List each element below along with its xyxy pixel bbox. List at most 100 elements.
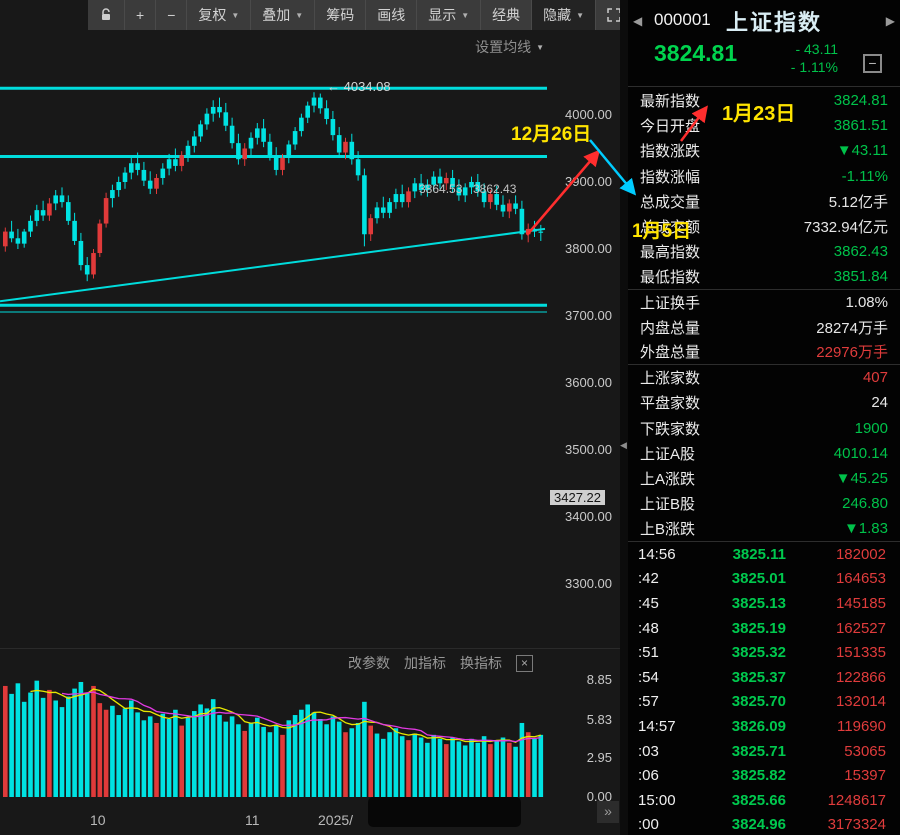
price-axis-label: 3500.00 [565,442,612,457]
lock-button[interactable] [88,0,125,30]
tick-volume: 164653 [835,570,886,588]
stock-code: 000001 [654,10,711,29]
quote-row-label: 上证A股 [640,445,696,463]
quote-row-label: 最高指数 [640,244,701,262]
price-axis-label: 3700.00 [565,308,612,323]
quote-row: 最低指数 3851.84 [628,264,900,290]
tick-price: 3825.71 [731,742,786,760]
candle-price-label: 3862.43 [473,182,517,196]
tick-price: 3825.19 [731,619,786,637]
panel-divider [0,648,620,649]
quote-row-label: 上涨家数 [640,370,701,388]
quote-row-value: ▼45.25 [835,469,888,487]
tick-row: :42 3825.01 164653 [628,567,900,592]
tick-time: :54 [638,668,659,686]
tick-row: :48 3825.19 162527 [628,616,900,641]
switch-indicator-button[interactable]: 换指标 [460,655,502,671]
quote-row-label: 上B涨跌 [640,521,696,539]
tick-volume: 15397 [844,767,886,785]
quote-row-label: 指数涨幅 [640,168,701,186]
tick-price: 3825.13 [731,594,786,612]
hide-button[interactable]: 隐藏 ▼ [532,0,597,30]
chip-distribution-button[interactable]: 筹码 [315,0,367,30]
volume-axis-label: 5.83 [586,711,612,727]
quote-row-value: -1.11% [841,167,888,185]
quote-row-label: 今日开盘 [640,118,701,136]
quote-row-value: 5.12亿手 [828,193,888,211]
price-volume-chart[interactable] [0,30,547,810]
tick-row: :03 3825.71 53065 [628,739,900,764]
zoom-in-button[interactable]: + [125,0,157,30]
price-axis-label: 4000.00 [565,107,612,122]
minimize-button[interactable]: − [863,54,882,73]
price-marker-label: 3427.22 [550,489,605,505]
quote-row-value: 3861.51 [833,117,888,135]
quote-row: 平盘家数 24 [628,390,900,415]
tick-volume: 3173324 [827,816,886,834]
ma-settings-button[interactable]: 设置均线 ▼ [475,39,544,55]
tick-price: 3825.70 [731,693,786,711]
display-button[interactable]: 显示 ▼ [417,0,482,30]
quote-row-value: 4010.14 [833,444,888,462]
tick-time: 14:57 [638,717,676,735]
collapse-panel-button[interactable]: ◀ [620,440,627,450]
quote-row: 最新指数 3824.81 [628,88,900,113]
zoom-out-button[interactable]: − [156,0,188,30]
draw-line-button[interactable]: 画线 [366,0,418,30]
edit-params-button[interactable]: 改参数 [348,655,390,671]
tick-price: 3825.11 [732,545,786,563]
prev-stock-button[interactable]: ◀ [633,14,643,28]
next-stock-button[interactable]: ▶ [885,14,895,28]
quote-row-value: 1900 [854,419,888,437]
price-axis-label: 3900.00 [565,174,612,189]
tick-volume: 162527 [835,619,886,637]
quote-row: 最高指数 3862.43 [628,239,900,264]
quote-rows: 最新指数 3824.81 今日开盘 3861.51 指数涨跌 ▼43.11 指数涨幅 -1.1… [628,88,900,541]
tick-row: 15:00 3825.66 1248617 [628,788,900,813]
tick-time: :03 [638,742,659,760]
quote-row: 下跌家数 1900 [628,415,900,440]
quote-row: 今日开盘 3861.51 [628,113,900,138]
quote-row: 上证换手 1.08% [628,290,900,315]
x-axis-label: 10 [90,812,106,828]
add-indicator-button[interactable]: 加指标 [404,655,446,671]
tick-time: 15:00 [638,791,676,809]
tick-row: :45 3825.13 145185 [628,591,900,616]
quote-row-value: 28274万手 [816,319,888,337]
quote-row-label: 上A涨跌 [640,470,696,488]
quote-row-value: ▼1.83 [843,520,888,538]
tick-time: :42 [638,570,659,588]
quote-header: ◀ ▶ 000001 上证指数 3824.81 - 43.11 - 1.11% … [628,0,900,87]
tick-price: 3825.37 [731,668,786,686]
toast-overlay [368,797,521,827]
quote-row: 指数涨幅 -1.11% [628,164,900,189]
chevron-down-icon: ▼ [295,10,304,20]
x-axis-label: 2025/ [318,812,354,828]
tick-volume: 119690 [837,717,886,735]
quote-row-label: 外盘总量 [640,344,701,362]
chart-toolbar: + − 复权 ▼ 叠加 ▼ 筹码 画线 显示 ▼ 经典 隐藏 ▼ [88,0,634,30]
volume-axis-label: 8.85 [586,672,612,687]
tick-time: :51 [638,644,659,662]
next-page-button[interactable]: » [597,801,619,823]
price-axis-label: 3600.00 [565,375,612,390]
close-icon[interactable]: × [516,654,533,672]
quote-row-label: 指数涨跌 [640,143,701,161]
price-axis-label: 3400.00 [565,509,612,524]
quote-row-label: 最低指数 [640,268,701,286]
quote-row: 上证A股 4010.14 [628,441,900,466]
quote-row: 总成交额 7332.94亿元 [628,214,900,239]
quote-row-value: 3824.81 [833,92,888,110]
adjust-rights-button[interactable]: 复权 ▼ [187,0,252,30]
overlay-button[interactable]: 叠加 ▼ [251,0,316,30]
panel-splitter: ◀ [620,0,628,835]
price-axis-label: 3300.00 [565,576,612,591]
tick-time: 14:56 [638,545,676,563]
price-change: - 43.11 - 1.11% [791,40,838,76]
quote-row: 内盘总量 28274万手 [628,315,900,340]
quote-row-value: 24 [871,394,888,412]
quote-row: 外盘总量 22976万手 [628,340,900,366]
tick-time: :00 [638,816,659,834]
classic-style-button[interactable]: 经典 [481,0,533,30]
